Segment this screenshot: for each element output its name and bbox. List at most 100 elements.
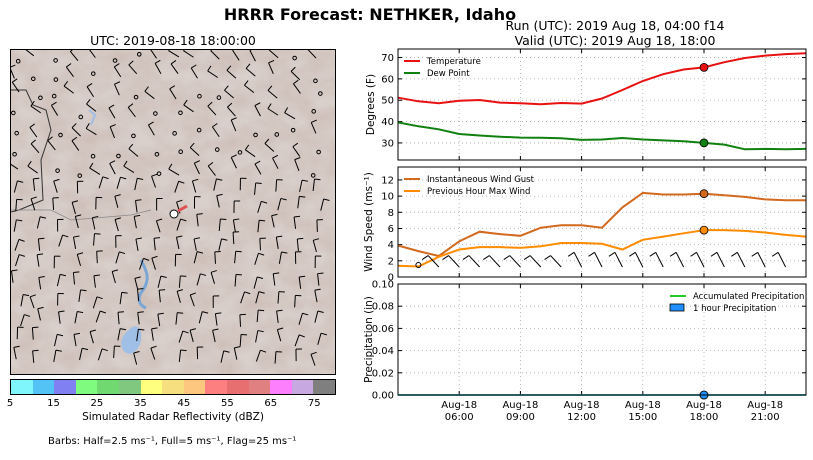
x-tick-label: Aug-18 <box>502 400 538 411</box>
colorbar-swatch <box>75 380 98 394</box>
wind-barb <box>93 233 101 246</box>
colorbar-tick-label: 25 <box>90 398 104 409</box>
highlight-point <box>699 62 709 72</box>
wind-barb <box>169 85 177 100</box>
colorbar-swatch <box>248 380 271 394</box>
wind-barb <box>137 311 144 325</box>
x-tick-label: 06:00 <box>445 412 474 423</box>
calm-wind-marker <box>112 58 118 63</box>
wind-barb <box>31 326 39 340</box>
wind-barb <box>257 200 268 213</box>
calm-wind-marker <box>131 133 136 139</box>
wind-barb <box>254 252 265 265</box>
wind-barb <box>30 100 42 114</box>
wind-barb <box>154 59 162 75</box>
wind-barb <box>128 143 139 157</box>
x-tick-label: 09:00 <box>506 412 535 423</box>
wind-barb <box>196 346 204 360</box>
wind-barb <box>183 99 194 113</box>
wind-barb <box>307 50 317 59</box>
wind-barb <box>312 238 320 252</box>
wind-barb <box>239 333 248 347</box>
wind-barb <box>226 65 237 79</box>
wind-barb <box>649 251 664 268</box>
wind-barb <box>178 275 187 288</box>
calm-wind-marker <box>311 109 317 114</box>
wind-barb <box>15 198 23 212</box>
y-tick-label: 0.04 <box>372 346 394 357</box>
calm-wind-marker <box>12 151 17 157</box>
wind-barb <box>175 235 183 250</box>
y-axis-label: Precipitation (in) <box>363 296 375 383</box>
calm-wind-marker <box>154 151 160 157</box>
wind-barb <box>89 162 101 175</box>
calm-wind-marker <box>310 173 316 178</box>
panel-2: 0 2 4 6 8 10 12 Wind Speed (ms⁻¹) Instantaneous … <box>363 166 807 284</box>
wind-barb <box>14 238 25 251</box>
y-tick-label: 40 <box>381 117 394 128</box>
wind-barb <box>30 196 37 211</box>
wind-barb <box>211 123 220 138</box>
wind-barb <box>147 121 155 136</box>
wind-barb <box>144 86 155 100</box>
run-time-label: Run (UTC): 2019 Aug 18, 04:00 f14 <box>505 18 725 33</box>
wind-barb <box>57 293 64 306</box>
wind-barb <box>127 103 136 118</box>
wind-barb <box>128 60 138 75</box>
wind-barb <box>207 65 219 78</box>
wind-barb <box>113 345 121 359</box>
wind-barb <box>257 219 266 233</box>
wind-barb <box>113 81 121 96</box>
wind-barb <box>153 237 161 251</box>
wind-barb <box>86 83 94 98</box>
wind-barb <box>91 215 99 230</box>
wind-barb <box>133 214 141 229</box>
calm-wind-marker <box>216 95 222 100</box>
wind-barb <box>190 64 198 79</box>
wind-barb <box>135 237 142 251</box>
wind-barb <box>157 275 167 288</box>
wind-barb <box>294 251 302 264</box>
wind-barb <box>178 330 189 343</box>
wind-barb <box>30 139 40 154</box>
calm-wind-marker <box>55 168 60 173</box>
wind-barb <box>151 173 158 188</box>
wind-barb <box>253 276 264 289</box>
y-tick-label: 0.02 <box>372 368 394 379</box>
wind-barb <box>294 294 302 308</box>
wind-barb <box>138 257 150 270</box>
wind-barb <box>76 252 84 267</box>
map-title: UTC: 2019-08-18 18:00:00 <box>90 33 256 48</box>
wind-barb <box>294 157 301 172</box>
wind-barb <box>244 144 256 158</box>
wind-barb <box>52 197 59 210</box>
wind-barb <box>174 253 182 267</box>
colorbar-ticks: 5 15 25 35 45 55 65 75 <box>7 398 336 410</box>
wind-barb <box>29 123 38 138</box>
wind-barb <box>53 333 64 347</box>
wind-barb <box>272 272 280 286</box>
wind-barb <box>57 218 64 232</box>
wind-barb <box>751 251 766 268</box>
wind-barb <box>312 178 321 192</box>
x-tick-label: Aug-18 <box>441 400 477 411</box>
wind-barb <box>136 328 145 342</box>
wind-barb <box>92 296 103 309</box>
calm-wind-marker <box>78 114 84 120</box>
y-tick-label: 0.06 <box>372 324 394 335</box>
series-line <box>397 52 807 106</box>
calm-wind-marker <box>90 71 96 76</box>
legend-label: Dew Point <box>427 69 470 79</box>
wind-barb <box>114 194 121 208</box>
wind-barb <box>214 312 222 326</box>
legend: Accumulated Precipitation 1 hour Precipit… <box>669 292 804 314</box>
wind-barb <box>731 251 746 268</box>
calm-wind-marker <box>318 91 323 96</box>
wind-barb <box>314 288 321 303</box>
calm-wind-marker <box>313 78 318 84</box>
calm-wind-marker <box>53 77 59 82</box>
wind-barb <box>771 251 787 268</box>
wind-barb <box>227 102 236 117</box>
wind-barb <box>669 251 685 268</box>
wind-barb <box>32 177 40 191</box>
